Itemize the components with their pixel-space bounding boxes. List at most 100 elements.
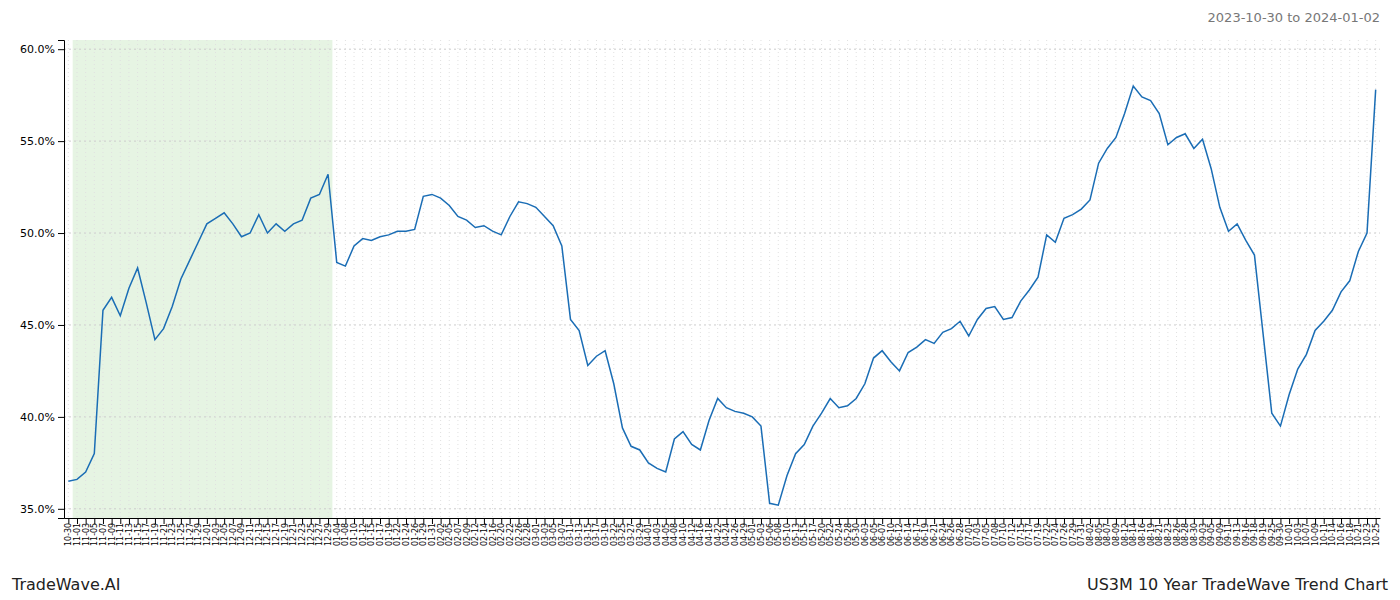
x-grid-line — [830, 40, 831, 518]
x-tick: 05-03 — [757, 518, 766, 546]
x-tick: 09-13 — [1233, 518, 1242, 546]
x-grid-line — [1341, 40, 1342, 518]
x-tick-label: 01-19 — [385, 523, 394, 546]
x-grid-line — [1245, 40, 1246, 518]
grid — [64, 40, 1380, 518]
x-grid-line — [1098, 40, 1099, 518]
x-tick: 11-09 — [108, 518, 117, 546]
x-tick-label: 08-21 — [1155, 523, 1164, 546]
x-tick-label: 10-14 — [1328, 523, 1337, 546]
x-tick: 07-05 — [982, 518, 991, 546]
x-tick-label: 12-21 — [289, 523, 298, 546]
x-tick-label: 11-11 — [116, 523, 125, 546]
x-tick: 02-02 — [437, 518, 446, 546]
x-grid-line — [1012, 40, 1013, 518]
x-grid-line — [163, 40, 164, 518]
x-tick: 03-17 — [592, 518, 601, 546]
x-tick: 04-29 — [740, 518, 749, 546]
x-tick: 12-29 — [324, 518, 333, 546]
x-grid-line — [674, 40, 675, 518]
x-tick: 04-16 — [696, 518, 705, 546]
x-tick-label: 01-31 — [428, 523, 437, 546]
x-tick: 11-25 — [177, 518, 186, 546]
x-grid-line — [683, 40, 684, 518]
x-grid-line — [362, 40, 363, 518]
x-tick-label: 06-17 — [913, 523, 922, 546]
x-tick-label: 05-06 — [766, 523, 775, 546]
x-tick: 05-06 — [766, 518, 775, 546]
x-tick-label: 08-09 — [1112, 523, 1121, 546]
x-grid-line — [1323, 40, 1324, 518]
x-tick: 05-01 — [748, 518, 757, 546]
x-grid-line — [648, 40, 649, 518]
x-grid-line — [657, 40, 658, 518]
x-tick: 12-25 — [307, 518, 316, 546]
x-tick-label: 12-01 — [203, 523, 212, 546]
x-tick: 03-05 — [549, 518, 558, 546]
x-tick-label: 04-01 — [644, 523, 653, 546]
x-tick: 07-08 — [991, 518, 1000, 546]
x-grid-line — [310, 40, 311, 518]
x-grid-line — [354, 40, 355, 518]
x-grid-line — [483, 40, 484, 518]
x-tick: 11-03 — [82, 518, 91, 546]
x-tick: 09-09 — [1216, 518, 1225, 546]
x-grid-line — [120, 40, 121, 518]
x-grid-line — [1358, 40, 1359, 518]
x-tick: 01-12 — [359, 518, 368, 546]
y-tick-mark — [58, 141, 64, 142]
x-tick-label: 11-13 — [125, 523, 134, 546]
x-grid-line — [85, 40, 86, 518]
x-tick-label: 09-18 — [1250, 523, 1259, 546]
x-tick: 07-19 — [1034, 518, 1043, 546]
x-grid-line — [734, 40, 735, 518]
x-tick-label: 03-27 — [627, 523, 636, 546]
x-tick-label: 06-05 — [870, 523, 879, 546]
x-grid-line — [1228, 40, 1229, 518]
x-grid-line — [527, 40, 528, 518]
x-tick: 12-09 — [237, 518, 246, 546]
x-tick: 07-24 — [1051, 518, 1060, 546]
x-grid-line — [1046, 40, 1047, 518]
x-tick: 01-15 — [367, 518, 376, 546]
x-grid-line — [440, 40, 441, 518]
x-tick-label: 07-22 — [1043, 523, 1052, 546]
x-tick: 05-28 — [844, 518, 853, 546]
x-grid-line — [925, 40, 926, 518]
x-grid-line — [466, 40, 467, 518]
y-tick-mark — [58, 325, 64, 326]
y-tick: 40.0% — [20, 411, 64, 424]
x-tick-label: 12-15 — [263, 523, 272, 546]
x-tick-label: 12-09 — [237, 523, 246, 546]
x-tick-label: 03-01 — [532, 523, 541, 546]
x-grid-line — [1185, 40, 1186, 518]
x-tick-label: 01-24 — [402, 523, 411, 546]
x-grid-line — [146, 40, 147, 518]
x-tick-label: 02-20 — [497, 523, 506, 546]
y-tick-label: 50.0% — [20, 227, 55, 240]
x-grid-line — [232, 40, 233, 518]
x-tick-label: 09-30 — [1276, 523, 1285, 546]
x-grid-line — [977, 40, 978, 518]
x-tick-label: 11-03 — [82, 523, 91, 546]
x-tick: 05-20 — [818, 518, 827, 546]
x-tick-label: 01-12 — [359, 523, 368, 546]
x-grid-line — [1202, 40, 1203, 518]
x-grid-line — [561, 40, 562, 518]
x-tick-label: 08-19 — [1147, 523, 1156, 546]
x-tick: 06-19 — [921, 518, 930, 546]
x-tick: 04-22 — [714, 518, 723, 546]
x-tick-label: 03-07 — [558, 523, 567, 546]
x-tick: 12-05 — [220, 518, 229, 546]
x-tick-label: 04-24 — [722, 523, 731, 546]
x-tick-label: 06-24 — [939, 523, 948, 546]
x-tick-label: 05-01 — [748, 523, 757, 546]
x-tick: 06-07 — [878, 518, 887, 546]
x-tick-label: 02-28 — [523, 523, 532, 546]
x-grid-line — [388, 40, 389, 518]
x-grid-line — [821, 40, 822, 518]
y-tick-mark — [58, 233, 64, 234]
y-axis-line — [58, 41, 65, 519]
x-tick-label: 05-08 — [774, 523, 783, 546]
x-grid-line — [1167, 40, 1168, 518]
